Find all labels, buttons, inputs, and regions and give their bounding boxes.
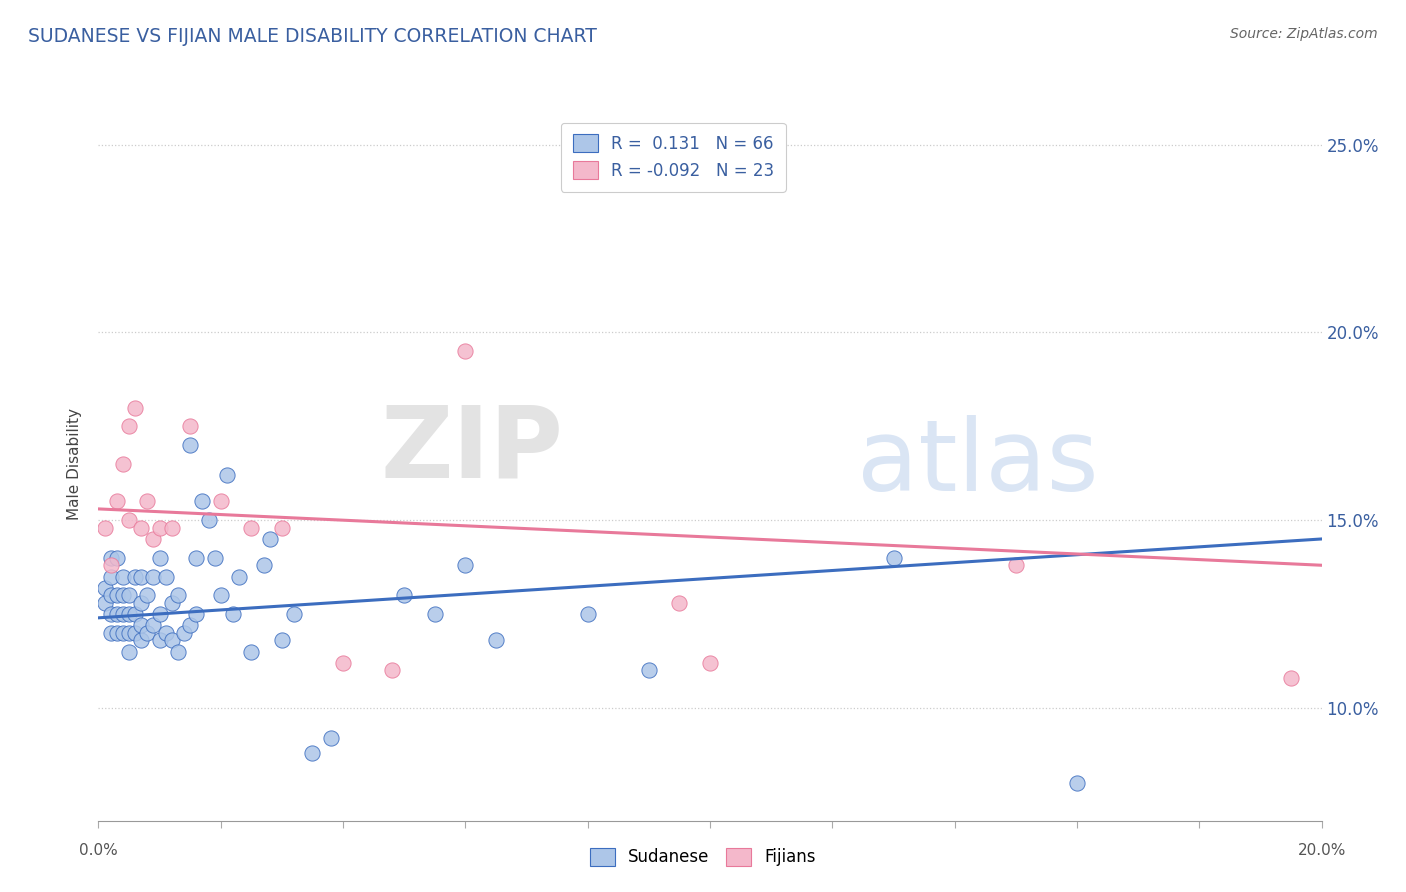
Legend: Sudanese, Fijians: Sudanese, Fijians — [582, 839, 824, 875]
Point — [454, 344, 477, 359]
Point — [240, 645, 263, 659]
Point — [118, 645, 141, 659]
Point — [136, 625, 159, 640]
Y-axis label: Male Disability: Male Disability — [67, 408, 83, 520]
Point — [576, 607, 599, 621]
Point — [142, 618, 165, 632]
Point — [883, 550, 905, 565]
Point — [259, 532, 281, 546]
Text: Source: ZipAtlas.com: Source: ZipAtlas.com — [1230, 27, 1378, 41]
Point — [197, 513, 219, 527]
Point — [142, 569, 165, 583]
Point — [637, 664, 661, 678]
Point — [111, 625, 134, 640]
Point — [129, 521, 152, 535]
Point — [142, 532, 165, 546]
Point — [240, 521, 263, 535]
Point — [149, 633, 172, 648]
Point — [173, 625, 195, 640]
Point — [129, 596, 152, 610]
Point — [149, 521, 172, 535]
Point — [118, 588, 141, 602]
Point — [209, 494, 232, 508]
Point — [93, 521, 115, 535]
Point — [485, 633, 508, 648]
Point — [100, 625, 122, 640]
Point — [160, 521, 183, 535]
Point — [118, 419, 141, 434]
Point — [105, 550, 128, 565]
Point — [136, 588, 159, 602]
Point — [160, 633, 183, 648]
Point — [222, 607, 245, 621]
Point — [118, 625, 141, 640]
Point — [111, 607, 134, 621]
Point — [124, 607, 146, 621]
Text: 20.0%: 20.0% — [1298, 843, 1346, 858]
Point — [100, 588, 122, 602]
Point — [423, 607, 446, 621]
Text: ZIP: ZIP — [381, 401, 564, 498]
Point — [105, 494, 128, 508]
Point — [100, 607, 122, 621]
Point — [209, 588, 232, 602]
Legend: R =  0.131   N = 66, R = -0.092   N = 23: R = 0.131 N = 66, R = -0.092 N = 23 — [561, 122, 786, 192]
Point — [149, 607, 172, 621]
Point — [167, 588, 190, 602]
Point — [105, 607, 128, 621]
Text: SUDANESE VS FIJIAN MALE DISABILITY CORRELATION CHART: SUDANESE VS FIJIAN MALE DISABILITY CORRE… — [28, 27, 598, 45]
Point — [100, 558, 122, 573]
Point — [381, 664, 404, 678]
Point — [332, 656, 354, 670]
Point — [155, 569, 177, 583]
Point — [129, 618, 152, 632]
Point — [129, 633, 152, 648]
Point — [105, 625, 128, 640]
Point — [136, 494, 159, 508]
Point — [454, 558, 477, 573]
Point — [270, 633, 292, 648]
Point — [167, 645, 190, 659]
Text: 0.0%: 0.0% — [79, 843, 118, 858]
Point — [100, 550, 122, 565]
Point — [93, 581, 115, 595]
Point — [1279, 671, 1302, 685]
Point — [111, 457, 134, 471]
Point — [228, 569, 250, 583]
Point — [100, 569, 122, 583]
Text: atlas: atlas — [856, 416, 1098, 512]
Point — [124, 401, 146, 415]
Point — [111, 569, 134, 583]
Point — [252, 558, 274, 573]
Point — [124, 625, 146, 640]
Point — [186, 550, 208, 565]
Point — [283, 607, 305, 621]
Point — [186, 607, 208, 621]
Point — [319, 731, 342, 745]
Point — [1004, 558, 1026, 573]
Point — [668, 596, 690, 610]
Point — [215, 468, 238, 483]
Point — [118, 513, 141, 527]
Point — [149, 550, 172, 565]
Point — [129, 569, 152, 583]
Point — [160, 596, 183, 610]
Point — [124, 569, 146, 583]
Point — [204, 550, 226, 565]
Point — [699, 656, 721, 670]
Point — [105, 588, 128, 602]
Point — [155, 625, 177, 640]
Point — [179, 618, 201, 632]
Point — [111, 588, 134, 602]
Point — [191, 494, 214, 508]
Point — [179, 419, 201, 434]
Point — [392, 588, 416, 602]
Point — [179, 438, 201, 452]
Point — [301, 746, 323, 760]
Point — [1066, 776, 1088, 790]
Point — [270, 521, 292, 535]
Point — [93, 596, 115, 610]
Point — [118, 607, 141, 621]
